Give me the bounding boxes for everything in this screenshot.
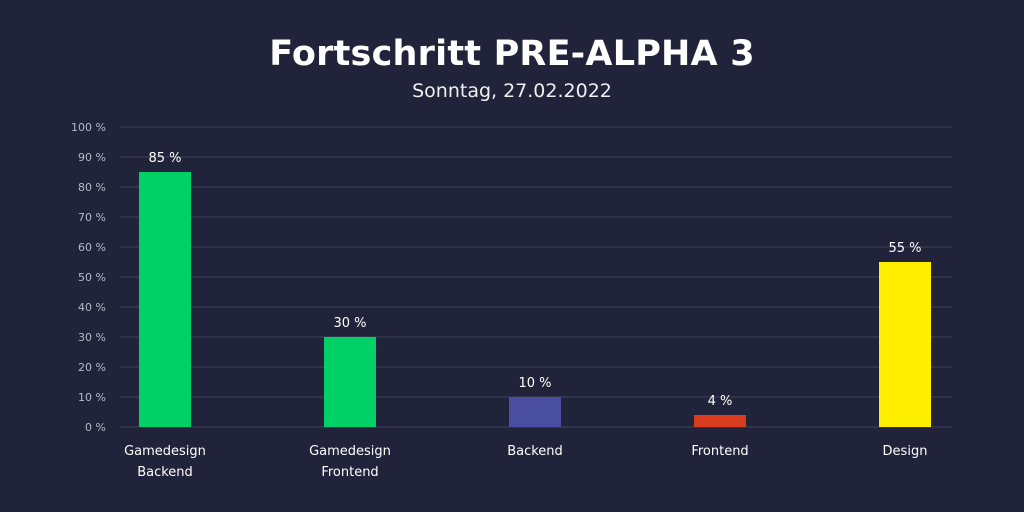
data-label: 55 %: [888, 241, 921, 256]
bar: [509, 397, 561, 427]
y-tick-label: 90 %: [78, 151, 106, 164]
y-tick-label: 100 %: [71, 121, 106, 134]
data-label: 85 %: [148, 151, 181, 166]
bar: [324, 337, 376, 427]
x-tick-label: Backend: [507, 444, 563, 459]
bar: [139, 172, 191, 427]
x-tick-label: Frontend: [321, 465, 378, 480]
y-tick-label: 30 %: [78, 331, 106, 344]
y-tick-label: 80 %: [78, 181, 106, 194]
bar: [879, 262, 931, 427]
y-tick-label: 0 %: [85, 421, 106, 434]
y-tick-label: 50 %: [78, 271, 106, 284]
data-label: 30 %: [333, 316, 366, 331]
x-tick-label: Backend: [137, 465, 193, 480]
data-label: 4 %: [708, 394, 733, 409]
x-tick-label: Design: [883, 444, 928, 459]
y-tick-label: 60 %: [78, 241, 106, 254]
y-tick-label: 10 %: [78, 391, 106, 404]
x-tick-label: Gamedesign: [309, 444, 391, 459]
data-label: 10 %: [518, 376, 551, 391]
bar: [694, 415, 746, 427]
y-tick-label: 70 %: [78, 211, 106, 224]
y-tick-label: 40 %: [78, 301, 106, 314]
chart-title: Fortschritt PRE-ALPHA 3: [269, 34, 755, 74]
chart-subtitle: Sonntag, 27.02.2022: [412, 80, 612, 102]
x-tick-label: Frontend: [691, 444, 748, 459]
x-tick-label: Gamedesign: [124, 444, 206, 459]
y-tick-label: 20 %: [78, 361, 106, 374]
